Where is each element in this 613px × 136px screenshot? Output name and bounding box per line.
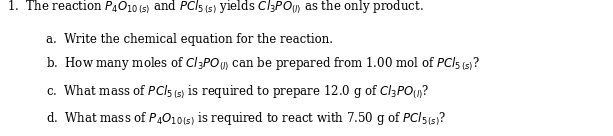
Text: a.  Write the chemical equation for the reaction.: a. Write the chemical equation for the r…: [46, 33, 333, 46]
Text: 1.  The reaction $P_4O_{10\,(s)}$ and $PCl_5{}_{\,(s)}$ yields $Cl_3PO_{(l)}$ as: 1. The reaction $P_4O_{10\,(s)}$ and $PC…: [7, 0, 424, 16]
Text: d.  What mass of $P_4O_{10\,(s)}$ is required to react with 7.50 g of $PCl_{5\,(: d. What mass of $P_4O_{10\,(s)}$ is requ…: [46, 111, 446, 128]
Text: b.  How many moles of $Cl_3PO_{(l)}$ can be prepared from 1.00 mol of $PCl_{5\,(: b. How many moles of $Cl_3PO_{(l)}$ can …: [46, 56, 480, 73]
Text: c.  What mass of $PCl_{5\,(s)}$ is required to prepare 12.0 g of $Cl_3PO_{(l)}$?: c. What mass of $PCl_{5\,(s)}$ is requir…: [46, 84, 430, 101]
